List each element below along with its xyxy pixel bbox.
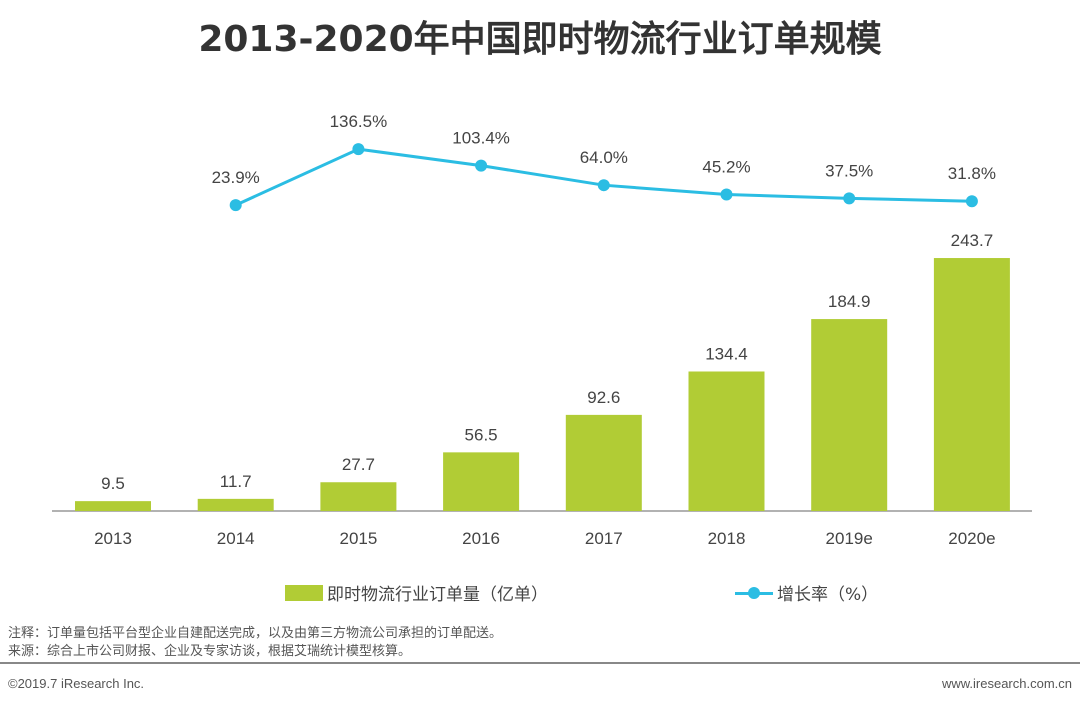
growth-value-label: 103.4% xyxy=(452,129,510,148)
legend-bar-swatch xyxy=(285,584,323,601)
bar-value-label: 11.7 xyxy=(220,472,252,491)
chart-title: 2013-2020年中国即时物流行业订单规模 xyxy=(198,19,882,60)
bar-value-label: 9.5 xyxy=(101,474,125,493)
bar xyxy=(320,482,397,511)
growth-point xyxy=(229,199,242,212)
legend-item-orders: 即时物流行业订单量（亿单） xyxy=(285,580,548,605)
x-tick-label: 2018 xyxy=(708,529,746,548)
bar-value-label: 184.9 xyxy=(828,292,871,311)
bar xyxy=(75,501,151,511)
divider xyxy=(0,662,1080,664)
bar xyxy=(197,498,274,511)
x-tick-label: 2020e xyxy=(948,529,995,548)
legend-item-growth: 增长率（%） xyxy=(735,580,878,605)
legend-label: 增长率（%） xyxy=(777,585,879,605)
growth-value-label: 64.0% xyxy=(580,148,628,167)
bar-value-label: 243.7 xyxy=(951,231,994,250)
growth-value-label: 136.5% xyxy=(330,112,388,131)
growth-value-label: 31.8% xyxy=(948,164,996,183)
x-tick-label: 2019e xyxy=(826,529,873,548)
bar-value-label: 92.6 xyxy=(587,388,620,407)
bar xyxy=(443,452,520,511)
growth-value-label: 37.5% xyxy=(825,161,873,180)
x-tick-label: 2016 xyxy=(462,529,500,548)
chart-source: 来源：综合上市公司财报、企业及专家访谈，根据艾瑞统计模型核算。 xyxy=(8,644,412,659)
bar-value-label: 56.5 xyxy=(465,425,498,444)
bar-value-label: 134.4 xyxy=(705,344,748,363)
bar xyxy=(811,319,888,511)
x-tick-label: 2014 xyxy=(217,529,255,548)
legend-line-swatch xyxy=(735,585,773,601)
x-tick-label: 2017 xyxy=(585,529,623,548)
growth-point xyxy=(352,143,365,156)
growth-value-label: 23.9% xyxy=(212,168,260,187)
bar xyxy=(688,371,765,511)
bar-value-label: 27.7 xyxy=(342,455,375,474)
chart-note: 注释：订单量包括平台型企业自建配送完成，以及由第三方物流公司承担的订单配送。 xyxy=(8,626,503,641)
growth-point xyxy=(720,188,733,201)
legend-label: 即时物流行业订单量（亿单） xyxy=(327,585,548,605)
growth-point xyxy=(965,195,978,208)
growth-point xyxy=(475,159,488,172)
bar xyxy=(565,414,642,511)
copyright: ©2019.7 iResearch Inc. xyxy=(8,676,145,691)
bar xyxy=(933,258,1010,511)
website: www.iresearch.com.cn xyxy=(941,676,1072,691)
growth-point xyxy=(597,179,610,192)
growth-value-label: 45.2% xyxy=(702,158,750,177)
x-tick-label: 2015 xyxy=(339,529,377,548)
x-tick-label: 2013 xyxy=(94,529,132,548)
growth-point xyxy=(843,192,856,205)
